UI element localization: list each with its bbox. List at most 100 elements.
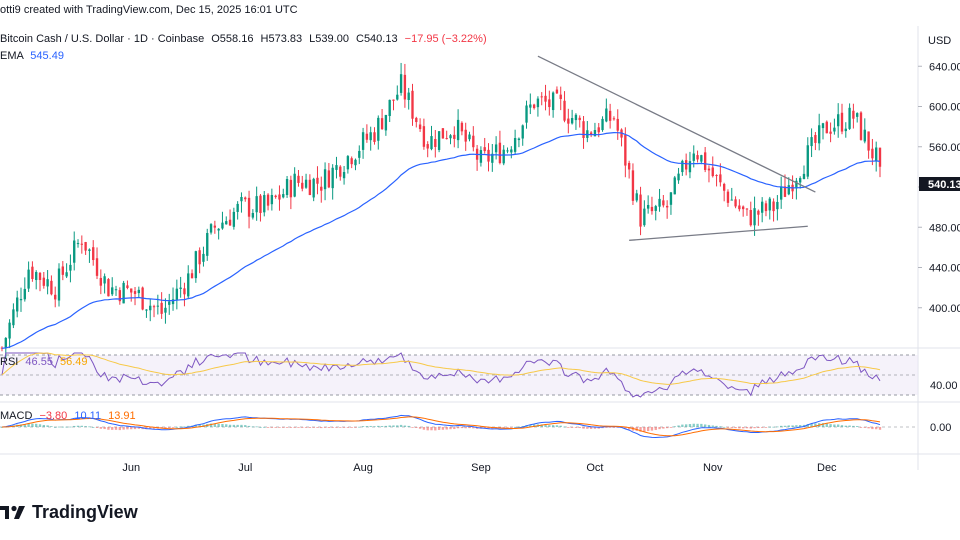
macd-hist-bar: [646, 427, 650, 432]
candle-body: [700, 155, 703, 162]
macd-hist-bar: [122, 427, 125, 430]
macd-hist-bar: [460, 427, 464, 429]
candle-body: [867, 131, 870, 151]
trendline[interactable]: [537, 55, 816, 193]
macd-hist-bar: [126, 427, 129, 430]
candle-body: [411, 90, 414, 119]
candle-body: [612, 118, 616, 120]
open-value: O558.16: [211, 33, 254, 45]
candle-body: [388, 99, 391, 117]
macd-hist-bar: [624, 427, 627, 429]
macd-hist-bar: [187, 425, 190, 427]
candle-body: [795, 180, 798, 189]
macd-hist-bar: [567, 427, 570, 428]
macd-hist-bar: [840, 425, 844, 427]
tradingview-logo-icon: [0, 505, 25, 519]
macd-hist-bar: [301, 427, 304, 428]
macd-hist-bar: [810, 423, 813, 427]
macd-hist-bar: [837, 424, 840, 427]
price-tick-label: 400.00: [929, 303, 960, 315]
candle-body: [228, 219, 232, 226]
macd-hist-bar: [80, 425, 83, 427]
candle-body: [734, 199, 737, 207]
ema-value: 545.49: [30, 50, 64, 62]
candle-body: [510, 149, 513, 153]
rsi-pane: [1, 352, 881, 398]
macd-hist-bar: [209, 423, 213, 427]
candle-body: [244, 197, 247, 200]
candle-body: [597, 127, 600, 133]
candle-body: [833, 127, 836, 132]
macd-hist-bar: [434, 427, 437, 431]
trendlines[interactable]: [537, 55, 816, 241]
macd-hist-bar: [380, 426, 384, 427]
macd-hist-bar: [232, 424, 236, 427]
trendline[interactable]: [629, 225, 808, 241]
candle-body: [875, 147, 878, 161]
candle-body: [266, 194, 270, 206]
chart-svg[interactable]: 400.00440.00480.00520.00560.00600.00640.…: [0, 0, 960, 500]
symbol-legend: Bitcoin Cash / U.S. Dollar · 1D · Coinba…: [0, 33, 487, 45]
candle-body: [726, 191, 730, 203]
candle-body: [183, 288, 186, 295]
candle-body: [152, 306, 156, 308]
candle-body: [665, 205, 669, 208]
macd-hist-bar: [107, 427, 110, 430]
candle-body: [703, 152, 707, 170]
macd-hist-bar: [278, 427, 281, 428]
candle-body: [859, 112, 863, 140]
macd-hist-bar: [449, 427, 452, 430]
candle-body: [449, 135, 452, 139]
candle-body: [696, 155, 699, 160]
candle-body: [88, 249, 91, 251]
signal-line: [1, 416, 881, 437]
macd-hist-bar: [164, 427, 167, 429]
macd-hist-bar: [342, 427, 346, 428]
macd-hist-bar: [57, 426, 61, 428]
macd-hist-bar: [392, 425, 395, 427]
macd-hist-bar: [361, 426, 365, 427]
macd-hist-bar: [578, 427, 581, 429]
macd-hist-bar: [453, 427, 456, 430]
candle-body: [570, 118, 574, 124]
candle-body: [331, 167, 334, 189]
macd-hist-bar: [555, 425, 559, 427]
macd-hist-bar: [483, 427, 486, 429]
macd-hist-bar: [152, 427, 156, 429]
macd-hist-bar: [726, 427, 730, 428]
candle-body: [35, 272, 38, 281]
candle-body: [358, 150, 361, 158]
candle-body: [491, 153, 494, 163]
candle-body: [179, 287, 182, 290]
symbol-name: Bitcoin Cash / U.S. Dollar · 1D · Coinba…: [0, 33, 205, 45]
candle-body: [768, 198, 771, 211]
candle-body: [255, 196, 258, 213]
macd-hist-bar: [418, 427, 422, 429]
time-tick-label: Jul: [238, 462, 252, 474]
tradingview-logo[interactable]: TradingView: [0, 500, 138, 524]
candle-body: [12, 309, 15, 326]
candle-body: [350, 158, 353, 165]
candle-body: [878, 147, 882, 167]
candle-body: [650, 206, 654, 212]
candle-body: [578, 117, 581, 121]
rsi-label: RSI: [0, 356, 18, 368]
macd-hist-bar: [38, 424, 42, 427]
time-axis[interactable]: Jun Jul Aug Sep Oct Nov Dec: [122, 462, 837, 474]
currency-label[interactable]: USD: [928, 35, 952, 47]
macd-hist-bar: [692, 423, 695, 427]
macd-hist-bar: [856, 426, 859, 427]
macd-hist-bar: [88, 426, 91, 428]
candle-body: [532, 104, 536, 109]
candle-body: [498, 142, 502, 164]
macd-hist-bar: [23, 424, 26, 427]
candle-body: [840, 112, 844, 132]
candle-body: [76, 243, 80, 245]
price-tick-label: 640.00: [929, 61, 960, 73]
macd-hist-bar: [19, 424, 23, 427]
candle-body: [643, 208, 646, 226]
macd-hist-bar: [263, 426, 266, 428]
macd-hist-bar: [643, 427, 646, 432]
candle-body: [631, 170, 635, 201]
macd-hist-bar: [859, 427, 863, 428]
